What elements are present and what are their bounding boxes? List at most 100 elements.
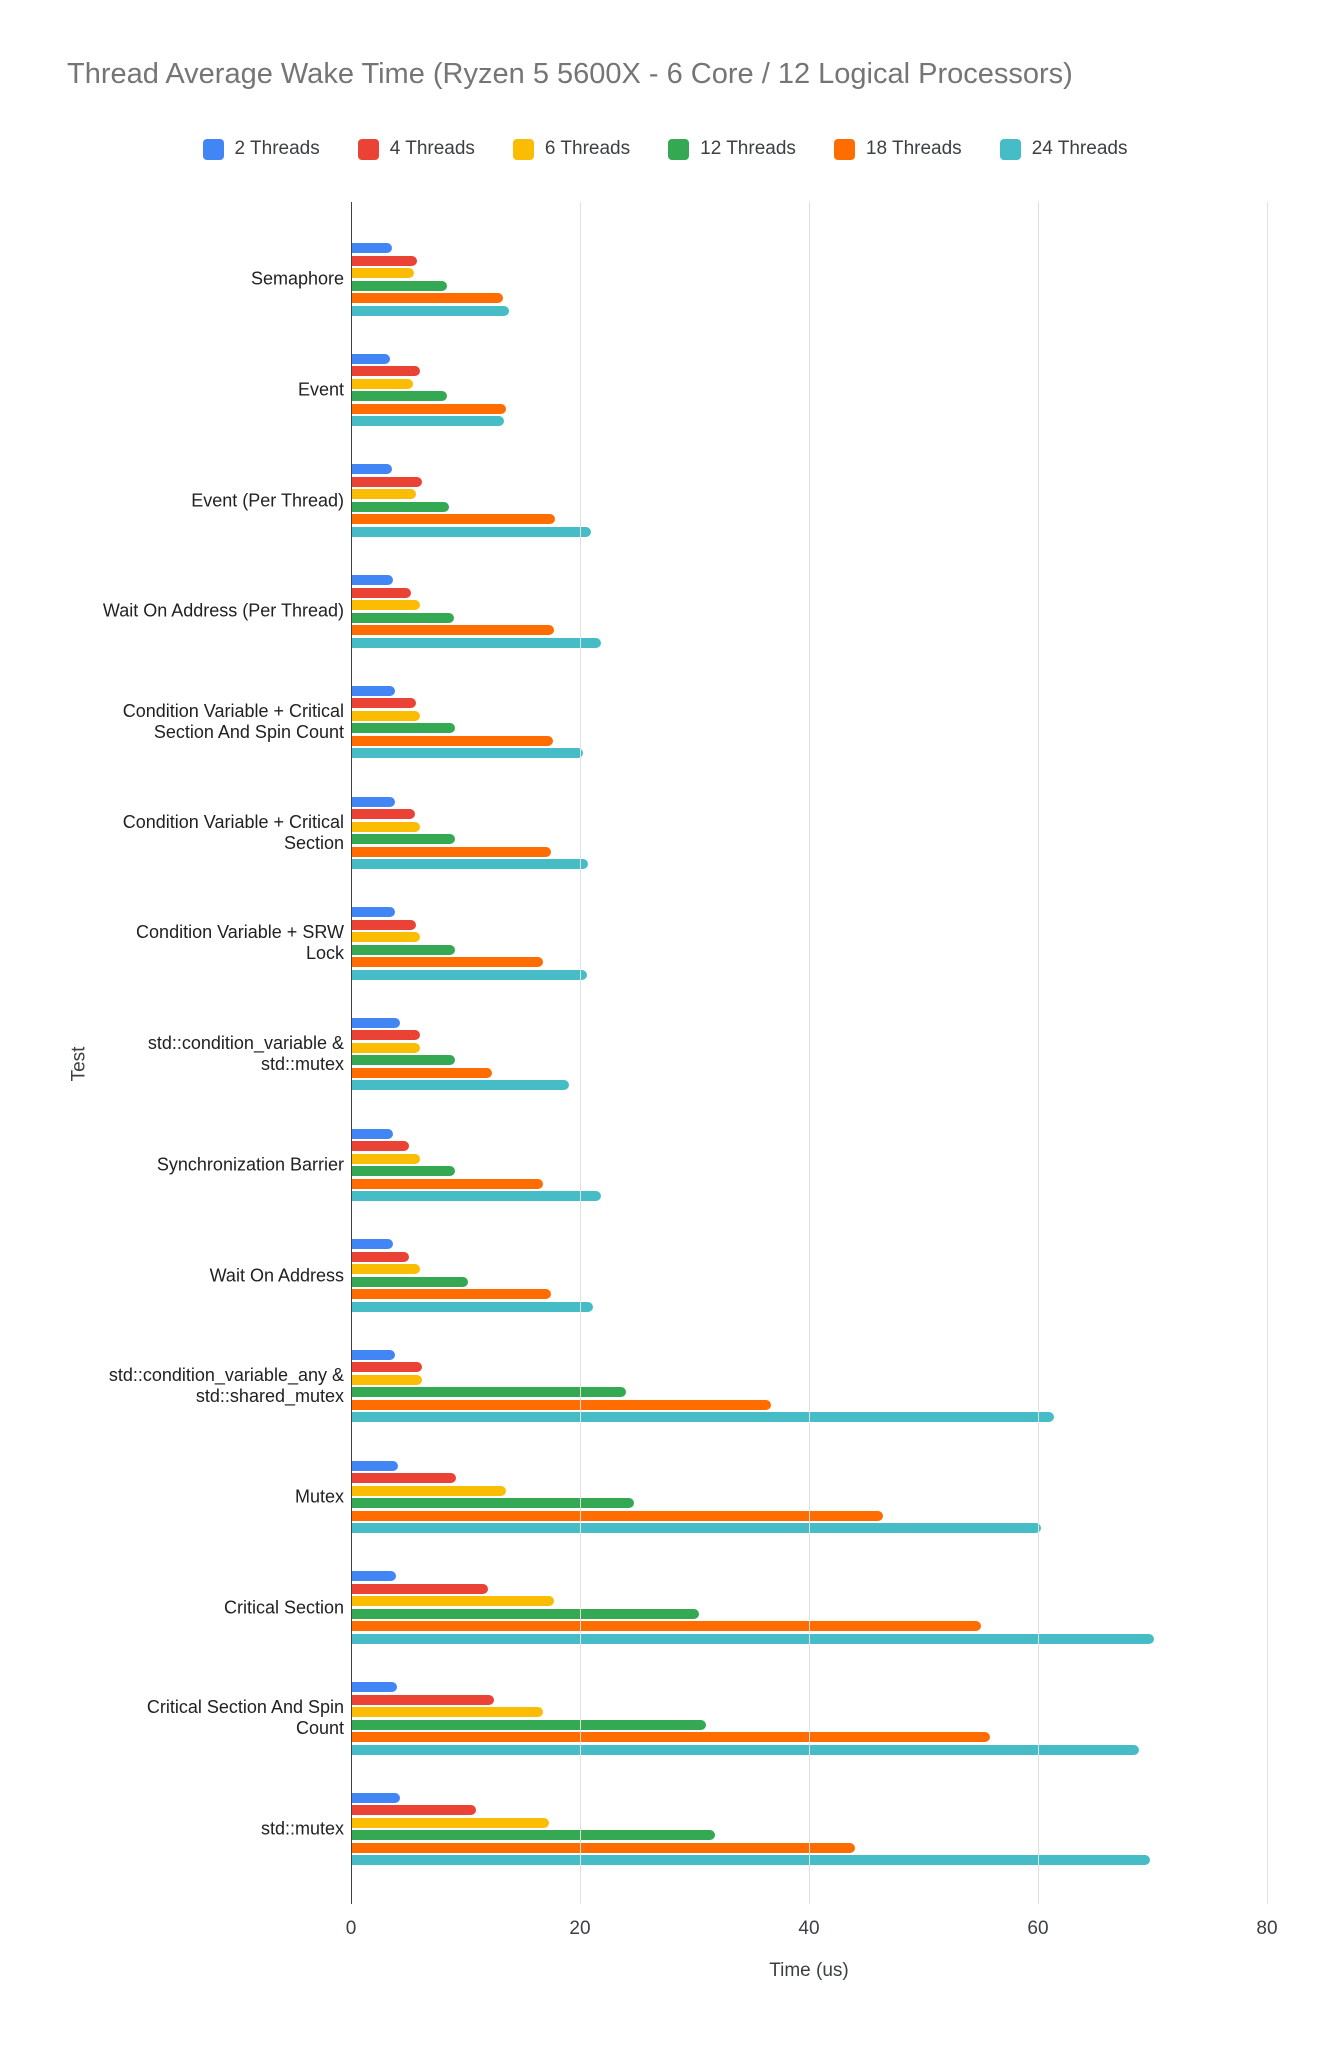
bar xyxy=(351,1042,420,1053)
bar xyxy=(351,305,509,316)
category-label: std::mutex xyxy=(260,1818,344,1839)
bar xyxy=(351,859,588,870)
x-tick-label: 0 xyxy=(345,1918,357,1939)
bar xyxy=(351,1399,772,1410)
bar xyxy=(351,1523,1042,1534)
bar xyxy=(351,293,504,304)
bar xyxy=(351,1498,634,1509)
category-label: Critical Section And Spin Count xyxy=(146,1697,344,1739)
bar xyxy=(351,969,587,980)
bar xyxy=(351,1682,397,1693)
bar xyxy=(351,1621,981,1632)
bar-group: Event xyxy=(298,335,1267,446)
bar xyxy=(351,637,601,648)
bar xyxy=(351,1289,552,1300)
bar xyxy=(351,391,448,402)
legend-swatch xyxy=(668,138,690,160)
bar xyxy=(351,501,450,512)
category-label: std::condition_variable & std::mutex xyxy=(147,1033,344,1075)
bar xyxy=(351,698,417,709)
bar-group: Wait On Address xyxy=(210,1220,1267,1331)
bar-group: Condition Variable + SRW Lock xyxy=(136,888,1267,999)
bar xyxy=(351,1387,626,1398)
legend-item: 2 Threads xyxy=(202,138,320,160)
bar xyxy=(351,1596,554,1607)
bar xyxy=(351,1191,601,1202)
category-label: std::condition_variable_any & std::share… xyxy=(108,1365,344,1407)
bar xyxy=(351,1510,884,1521)
bar xyxy=(351,1412,1055,1423)
bar xyxy=(351,846,552,857)
bar xyxy=(351,1128,394,1139)
bar xyxy=(351,1719,706,1730)
category-label: Condition Variable + Critical Section xyxy=(122,811,344,853)
bar xyxy=(351,1080,569,1091)
bar xyxy=(351,1301,593,1312)
bar xyxy=(351,612,455,623)
bar xyxy=(351,1707,544,1718)
bar xyxy=(351,1178,544,1189)
gridline xyxy=(1038,202,1039,1904)
gridline xyxy=(580,202,581,1904)
bar xyxy=(351,476,422,487)
category-label: Wait On Address xyxy=(209,1265,344,1286)
bar xyxy=(351,243,393,254)
bar xyxy=(351,1855,1151,1866)
legend-swatch xyxy=(357,138,379,160)
bar xyxy=(351,1842,855,1853)
bar xyxy=(351,821,420,832)
legend-swatch xyxy=(999,138,1021,160)
bar-group: Wait On Address (Per Thread) xyxy=(103,556,1267,667)
bar xyxy=(351,366,420,377)
bar xyxy=(351,1067,492,1078)
bar xyxy=(351,834,456,845)
bar xyxy=(351,1473,457,1484)
bar-group: Condition Variable + Critical Section xyxy=(123,777,1267,888)
bar xyxy=(351,1374,422,1385)
bar xyxy=(351,575,394,586)
chart-title: Thread Average Wake Time (Ryzen 5 5600X … xyxy=(67,58,1073,90)
gridline xyxy=(1267,202,1268,1904)
category-label: Condition Variable + SRW Lock xyxy=(136,922,344,964)
bar-group: Event (Per Thread) xyxy=(191,445,1267,556)
bar xyxy=(351,932,420,943)
y-axis-title: Test xyxy=(68,1046,90,1082)
legend-swatch xyxy=(202,138,224,160)
legend-label: 6 Threads xyxy=(544,138,631,159)
bar xyxy=(351,1571,396,1582)
bar xyxy=(351,957,544,968)
bar xyxy=(351,1830,716,1841)
bar xyxy=(351,1633,1154,1644)
legend-label: 18 Threads xyxy=(865,138,962,159)
bar xyxy=(351,1805,476,1816)
x-tick-label: 40 xyxy=(798,1918,820,1939)
x-tick-label: 60 xyxy=(1027,1918,1049,1939)
plot-area: Semaphore Event Event (Per Thread) Wait On … xyxy=(103,202,1278,1939)
bar xyxy=(351,1166,456,1177)
bar xyxy=(351,353,390,364)
bar xyxy=(351,1251,410,1262)
bar xyxy=(351,1276,468,1287)
legend-item: 12 Threads xyxy=(668,138,796,160)
bar xyxy=(351,1485,506,1496)
bar xyxy=(351,723,456,734)
bar xyxy=(351,403,506,414)
category-label: Condition Variable + Critical Section An… xyxy=(122,701,344,743)
bar xyxy=(351,416,505,427)
x-tick-label: 80 xyxy=(1256,1918,1278,1939)
bar xyxy=(351,1608,700,1619)
chart-legend: 2 Threads 4 Threads 6 Threads 12 Threads 18 … xyxy=(0,138,1330,160)
bar xyxy=(351,710,420,721)
bar-group: std::condition_variable_any & std::share… xyxy=(109,1331,1267,1442)
bar-group: Synchronization Barrier xyxy=(157,1110,1267,1221)
bar xyxy=(351,748,584,759)
bar xyxy=(351,489,417,500)
bar xyxy=(351,1792,401,1803)
x-axis-title: Time (us) xyxy=(769,1960,849,1981)
bar xyxy=(351,625,554,636)
bar-rows: Semaphore Event Event (Per Thread) Wait On … xyxy=(103,224,1267,1884)
bar xyxy=(351,1362,422,1373)
legend-label: 12 Threads xyxy=(700,138,796,159)
bar xyxy=(351,255,418,266)
legend-item: 18 Threads xyxy=(833,138,962,160)
